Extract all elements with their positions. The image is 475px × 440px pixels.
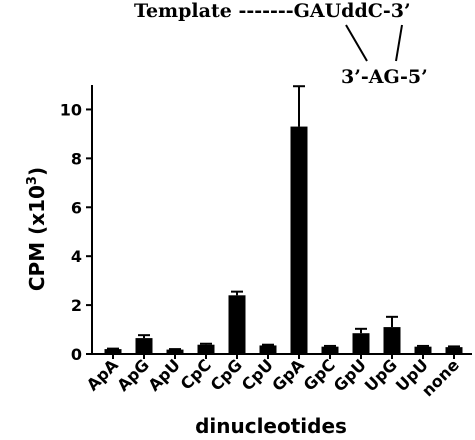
bar-CpU <box>259 345 277 354</box>
bar-ApG <box>135 338 153 354</box>
y-tick-label: 10 <box>60 100 82 119</box>
y-axis-title: CPM (x103) <box>25 167 49 291</box>
category-label-CpU: CpU <box>238 355 277 394</box>
bar-ApU <box>166 349 184 354</box>
bar-GpU <box>352 333 370 354</box>
category-label-GpA: GpA <box>268 355 308 395</box>
category-label-GpC: GpC <box>300 355 339 394</box>
bar-CpG <box>228 295 246 354</box>
base-pair-line-a <box>345 24 368 62</box>
bar-ApA <box>104 349 122 354</box>
category-label-ApA: ApA <box>83 355 122 394</box>
y-tick-label: 4 <box>71 247 82 266</box>
y-tick-label: 8 <box>71 149 82 168</box>
y-tick-label: 2 <box>71 296 82 315</box>
bar-UpU <box>414 346 432 354</box>
primer-strand-text: 3’-AG-5’ <box>341 66 428 88</box>
x-axis-title: dinucleotides <box>195 414 347 438</box>
bar-UpG <box>383 327 401 354</box>
template-strand-text: Template -------GAUddC-3’ <box>134 0 411 22</box>
category-label-ApU: ApU <box>144 355 183 394</box>
y-tick-label: 0 <box>71 345 82 364</box>
category-label-GpU: GpU <box>330 355 370 395</box>
y-tick-label: 6 <box>71 198 82 217</box>
bar-CpC <box>197 344 215 354</box>
bar-GpA <box>290 126 308 354</box>
category-label-CpG: CpG <box>207 355 246 394</box>
template-diagram: Template -------GAUddC-3’ 3’-AG-5’ <box>134 0 428 88</box>
bar-none <box>445 347 463 354</box>
plot-area: 0246810ApAApGApUCpCCpGCpUGpAGpCGpUUpGUpU… <box>60 85 472 400</box>
category-label-CpC: CpC <box>177 355 215 393</box>
category-label-UpG: UpG <box>361 355 401 395</box>
category-label-ApG: ApG <box>113 355 153 395</box>
bar-GpC <box>321 346 339 354</box>
base-pair-line-u <box>395 24 403 62</box>
